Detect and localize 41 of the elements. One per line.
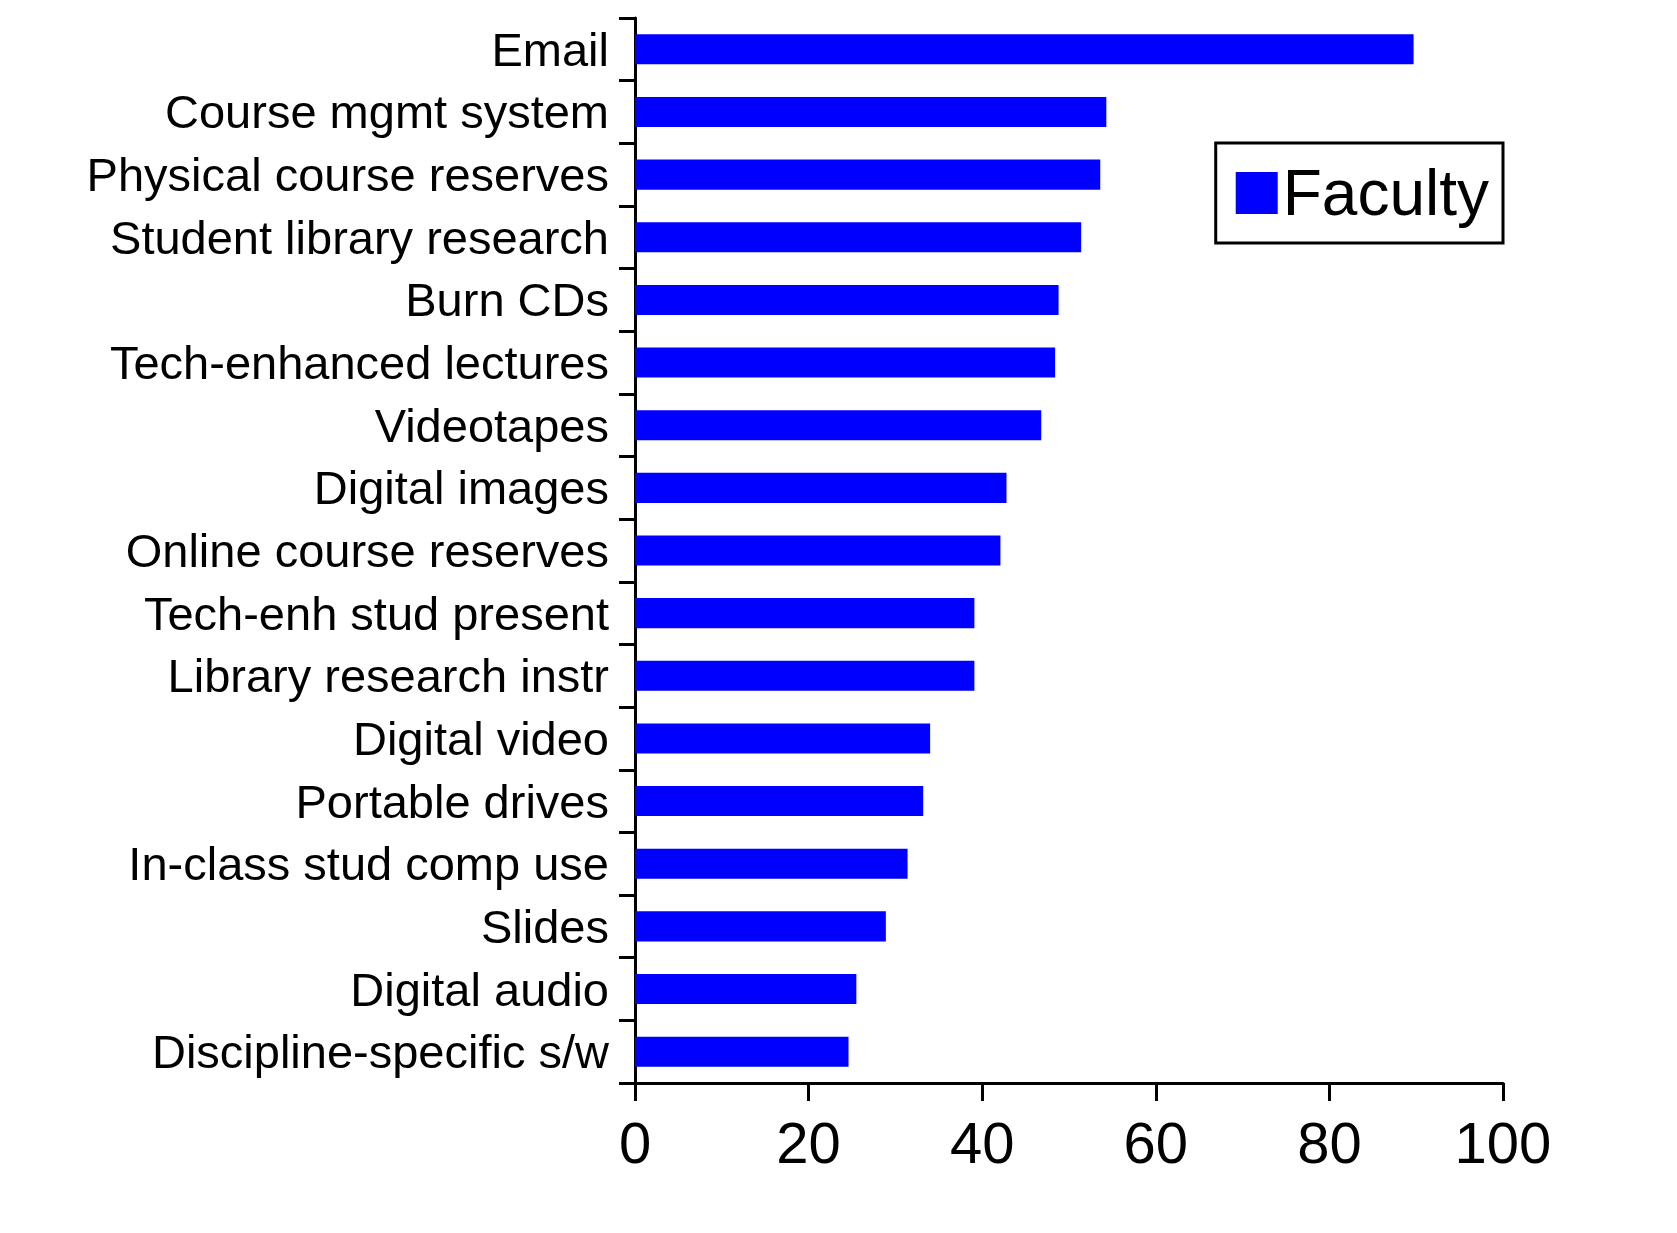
y-tick-label: Digital images: [313, 461, 609, 515]
bar: [635, 222, 1082, 253]
y-tick-label: Burn CDs: [405, 273, 609, 327]
y-tick-label: Email: [491, 22, 609, 76]
y-tick-label: Digital video: [352, 711, 609, 765]
y-tick-label: Library research instr: [167, 649, 609, 703]
bar: [635, 848, 908, 879]
x-tick-label: 80: [1297, 1109, 1362, 1175]
bar: [635, 284, 1059, 315]
legend-label: Faculty: [1282, 157, 1489, 229]
bar: [635, 410, 1042, 441]
y-tick-label: Student library research: [110, 210, 609, 264]
bar: [635, 723, 931, 754]
x-tick-label: 100: [1454, 1109, 1552, 1175]
y-tick-label: Tech-enh stud present: [143, 586, 609, 640]
x-tick-label: 20: [776, 1109, 841, 1175]
bar: [635, 96, 1107, 128]
bar: [635, 598, 975, 629]
x-tick-label: 40: [949, 1109, 1015, 1175]
y-tick-label: Portable drives: [295, 774, 609, 828]
y-tick-label: Course mgmt system: [165, 85, 609, 139]
y-tick-label: In-class stud comp use: [128, 837, 609, 891]
bar: [635, 911, 886, 942]
x-tick-label: 0: [618, 1109, 652, 1175]
bar: [635, 660, 975, 691]
bar: [635, 535, 1001, 566]
y-tick-label: Tech-enhanced lectures: [109, 336, 609, 390]
y-tick-label: Digital audio: [350, 962, 609, 1016]
bar: [635, 159, 1101, 190]
y-tick-label: Slides: [480, 899, 609, 953]
y-tick-label: Discipline-specific s/w: [151, 1025, 611, 1079]
bar: [635, 34, 1414, 65]
bar: [635, 472, 1007, 503]
y-tick-label: Videotapes: [374, 398, 609, 452]
y-tick-label: Physical course reserves: [86, 148, 609, 202]
x-tick-label: 60: [1123, 1109, 1189, 1175]
bar: [635, 1036, 849, 1067]
bar: [635, 786, 924, 817]
bar: [635, 347, 1056, 378]
y-tick-label: Online course reserves: [125, 524, 609, 577]
bar: [635, 973, 857, 1005]
